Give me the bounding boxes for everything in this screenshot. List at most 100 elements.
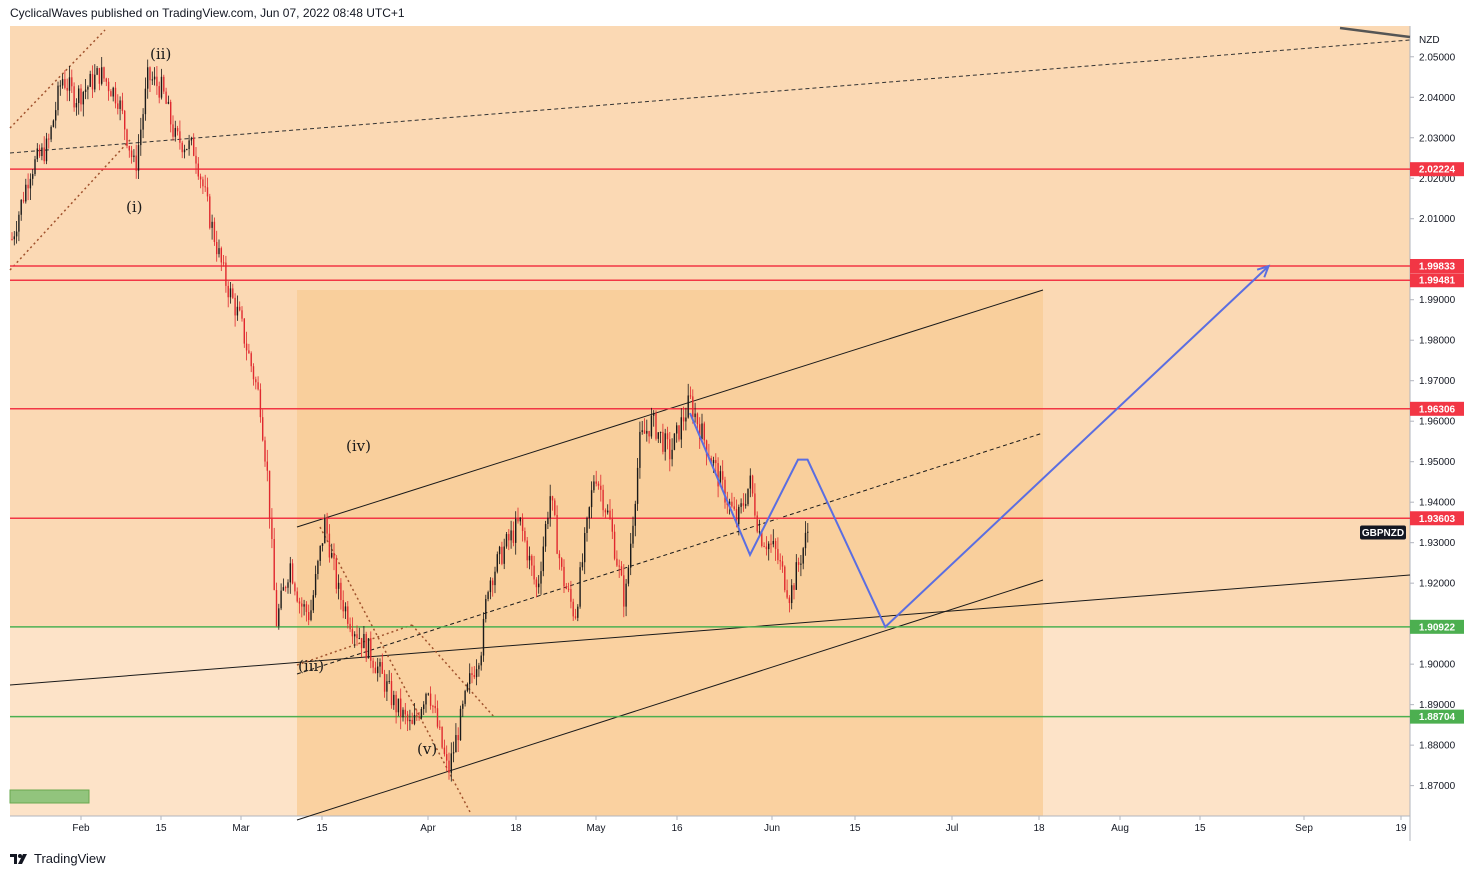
candle-body bbox=[742, 503, 745, 506]
candle-body bbox=[770, 543, 772, 545]
wave-label-iv: (iv) bbox=[346, 437, 371, 455]
candle-body bbox=[508, 534, 510, 541]
candle-body bbox=[496, 554, 498, 572]
x-axis: Feb 15 Mar 15 Apr 18 May 16 Jun 15 Jul 18 Aug 15 Sep 19 bbox=[72, 816, 1407, 834]
candle-body bbox=[791, 585, 793, 604]
candle-body bbox=[319, 545, 321, 561]
candle-body bbox=[388, 681, 390, 683]
candle-body bbox=[448, 760, 450, 773]
candle-body bbox=[664, 433, 666, 452]
candle-body bbox=[441, 727, 443, 748]
price-levels[interactable] bbox=[10, 168, 1410, 718]
candle-body bbox=[193, 137, 195, 156]
candle-body bbox=[324, 518, 326, 544]
candle-body bbox=[482, 618, 485, 656]
candle-body bbox=[627, 567, 630, 584]
candle-body bbox=[149, 67, 151, 81]
candle-body bbox=[36, 148, 38, 160]
candle-body bbox=[381, 662, 383, 674]
wave-label-i: (i) bbox=[126, 198, 143, 216]
y-tick-label: 1.88000 bbox=[1419, 741, 1456, 752]
candle-body bbox=[48, 138, 50, 140]
candle-body bbox=[27, 184, 29, 189]
candle-body bbox=[94, 74, 96, 90]
candle-body bbox=[379, 662, 381, 667]
candle-body bbox=[342, 600, 344, 612]
y-tick-label: 1.90000 bbox=[1419, 660, 1456, 671]
candle-body bbox=[89, 73, 91, 87]
candle-body bbox=[413, 714, 416, 724]
candle-body bbox=[659, 431, 662, 433]
candle-body bbox=[765, 546, 768, 550]
candle-body bbox=[524, 531, 526, 541]
candle-body bbox=[758, 531, 761, 533]
candle-body bbox=[774, 540, 777, 549]
candle-body bbox=[602, 489, 604, 511]
level-tag bbox=[1410, 401, 1464, 416]
candle-body bbox=[285, 587, 287, 589]
candle-body bbox=[531, 555, 533, 566]
candle-body bbox=[492, 580, 494, 586]
candle-body bbox=[630, 543, 632, 568]
candle-body bbox=[303, 604, 305, 607]
candle-body bbox=[498, 546, 501, 555]
candle-body bbox=[170, 101, 172, 125]
y-tick-label: 2.02000 bbox=[1419, 174, 1456, 185]
x-tick-label: Mar bbox=[232, 823, 250, 834]
candle-body bbox=[715, 460, 717, 464]
wave-label-ii: (ii) bbox=[150, 45, 171, 63]
x-tick-label: 18 bbox=[510, 823, 522, 834]
candle-body bbox=[689, 395, 692, 397]
candle-body bbox=[558, 553, 561, 559]
projection-path[interactable] bbox=[689, 264, 1271, 629]
candle-body bbox=[82, 91, 84, 105]
candle-body bbox=[425, 693, 427, 705]
candle-body bbox=[616, 558, 618, 566]
y-tick-label: 2.05000 bbox=[1419, 52, 1456, 63]
candle-body bbox=[692, 396, 694, 418]
candle-body bbox=[768, 543, 770, 550]
candles[interactable] bbox=[11, 56, 809, 782]
x-tick-label: Feb bbox=[72, 823, 90, 834]
candle-body bbox=[107, 81, 110, 92]
candle-body bbox=[328, 533, 331, 558]
candle-body bbox=[227, 285, 229, 298]
footer-brand[interactable]: TradingView bbox=[10, 851, 106, 866]
candle-body bbox=[427, 693, 429, 695]
candle-body bbox=[620, 566, 623, 576]
candle-body bbox=[87, 86, 89, 90]
candle-body bbox=[763, 546, 765, 548]
candle-body bbox=[331, 553, 333, 558]
candle-body bbox=[257, 382, 259, 390]
candle-body bbox=[367, 638, 370, 659]
candle-body bbox=[793, 585, 795, 590]
candle-body bbox=[351, 629, 354, 637]
candle-body bbox=[163, 76, 165, 92]
candle-body bbox=[25, 184, 27, 202]
candle-body bbox=[420, 709, 423, 718]
candle-body bbox=[600, 485, 602, 490]
candle-body bbox=[439, 726, 441, 728]
candle-body bbox=[512, 530, 515, 543]
wave-label-iii: (iii) bbox=[298, 657, 324, 675]
candle-body bbox=[802, 548, 804, 564]
candle-body bbox=[130, 150, 133, 158]
candle-body bbox=[386, 681, 388, 692]
x-tick-label: Apr bbox=[420, 823, 436, 834]
candle-body bbox=[480, 655, 482, 666]
candle-body bbox=[222, 262, 225, 264]
candle-body bbox=[551, 496, 554, 501]
candle-body bbox=[728, 501, 731, 506]
candle-body bbox=[248, 350, 250, 354]
candle-body bbox=[66, 87, 68, 91]
footer-brand-label: TradingView bbox=[34, 851, 106, 866]
candle-body bbox=[418, 716, 420, 718]
candle-body bbox=[618, 565, 620, 567]
candle-body bbox=[112, 87, 114, 97]
candle-body bbox=[273, 539, 275, 591]
candle-body bbox=[255, 379, 257, 383]
candle-body bbox=[595, 481, 597, 484]
candle-body bbox=[436, 708, 439, 727]
candle-body bbox=[462, 703, 464, 709]
